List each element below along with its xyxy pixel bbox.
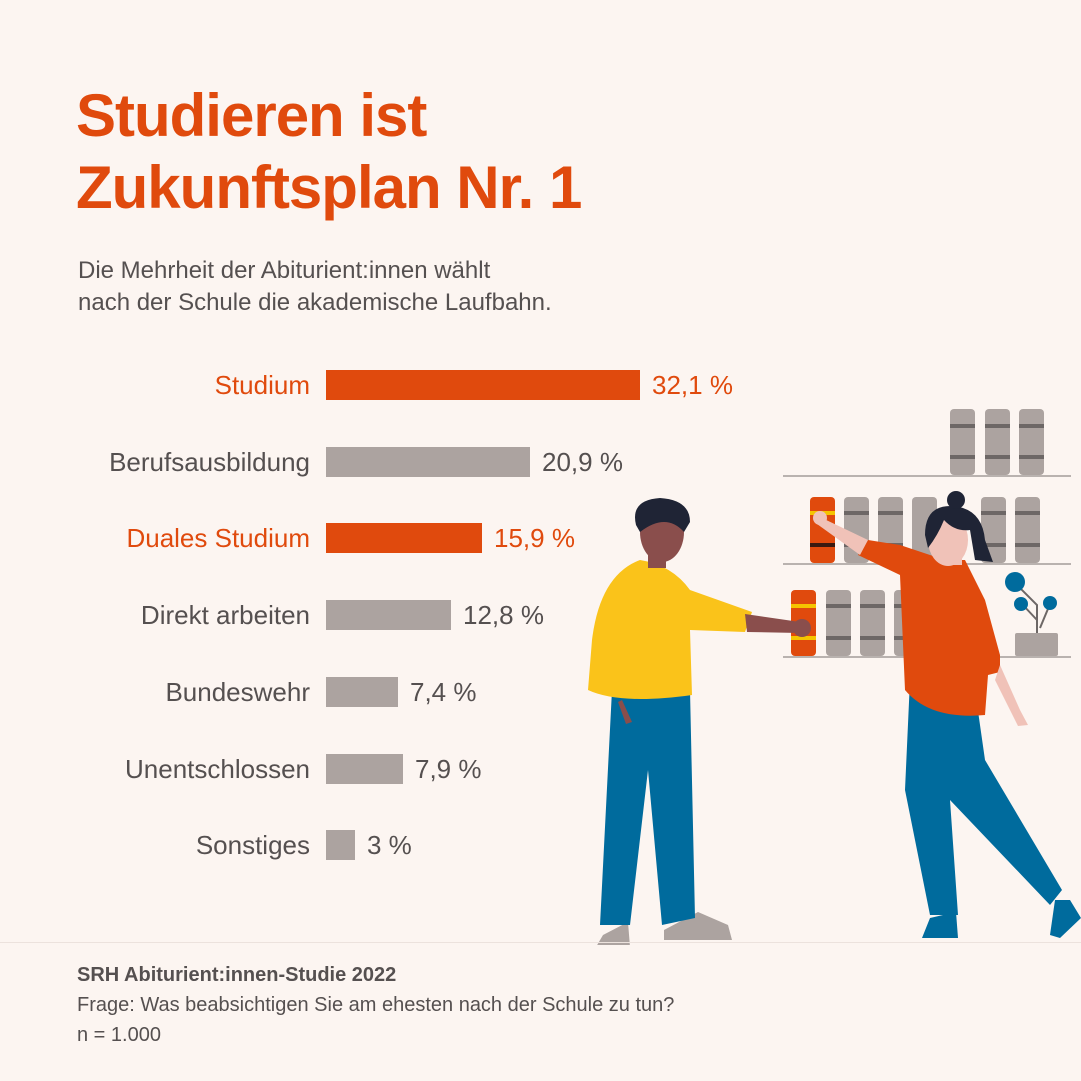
bar bbox=[326, 447, 530, 477]
bar-value-label: 3 % bbox=[367, 830, 412, 860]
footer-source: SRH Abiturient:innen-Studie 2022 bbox=[77, 964, 397, 986]
bar-value-label: 32,1 % bbox=[652, 370, 733, 400]
student-girl bbox=[813, 491, 1081, 938]
chart-title: Studieren ist Zukunftsplan Nr. 1 bbox=[76, 80, 582, 224]
title-line-2: Zukunftsplan Nr. 1 bbox=[76, 154, 582, 221]
bar bbox=[326, 600, 451, 630]
student-boy bbox=[588, 498, 811, 945]
bar bbox=[326, 370, 640, 400]
footer: SRH Abiturient:innen-Studie 2022 Frage: … bbox=[77, 960, 674, 1050]
bar-value-label: 15,9 % bbox=[494, 523, 575, 553]
footer-sample-size: n = 1.000 bbox=[77, 1024, 161, 1046]
bar-value-label: 7,9 % bbox=[415, 754, 482, 784]
bar-label: Bundeswehr bbox=[165, 677, 310, 707]
bar-label: Direkt arbeiten bbox=[140, 600, 310, 630]
bar-label: Studium bbox=[214, 370, 310, 400]
bar-label: Sonstiges bbox=[195, 830, 310, 860]
subtitle-line-1: Die Mehrheit der Abiturient:innen wählt bbox=[78, 257, 491, 284]
bar-value-label: 12,8 % bbox=[463, 600, 544, 630]
bar bbox=[326, 523, 482, 553]
footer-divider bbox=[0, 942, 1081, 943]
bar bbox=[326, 677, 398, 707]
bar-label: Duales Studium bbox=[126, 523, 310, 553]
bar-value-label: 7,4 % bbox=[410, 677, 477, 707]
chart-subtitle: Die Mehrheit der Abiturient:innen wählt … bbox=[78, 255, 552, 319]
subtitle-line-2: nach der Schule die akademische Laufbahn… bbox=[78, 289, 552, 316]
books-bottom bbox=[791, 590, 919, 656]
bar bbox=[326, 754, 403, 784]
title-line-1: Studieren ist bbox=[76, 82, 427, 149]
plant-pot bbox=[1005, 572, 1058, 656]
bar-label: Unentschlossen bbox=[125, 754, 310, 784]
books-top bbox=[950, 409, 1044, 475]
footer-question: Frage: Was beabsichtigen Sie am ehesten … bbox=[77, 994, 675, 1016]
bar-value-label: 20,9 % bbox=[542, 447, 623, 477]
bar bbox=[326, 830, 355, 860]
shelf-top bbox=[783, 475, 1071, 477]
students-bookshelf-illustration bbox=[588, 409, 1081, 945]
bar-label: Berufsausbildung bbox=[109, 447, 310, 477]
